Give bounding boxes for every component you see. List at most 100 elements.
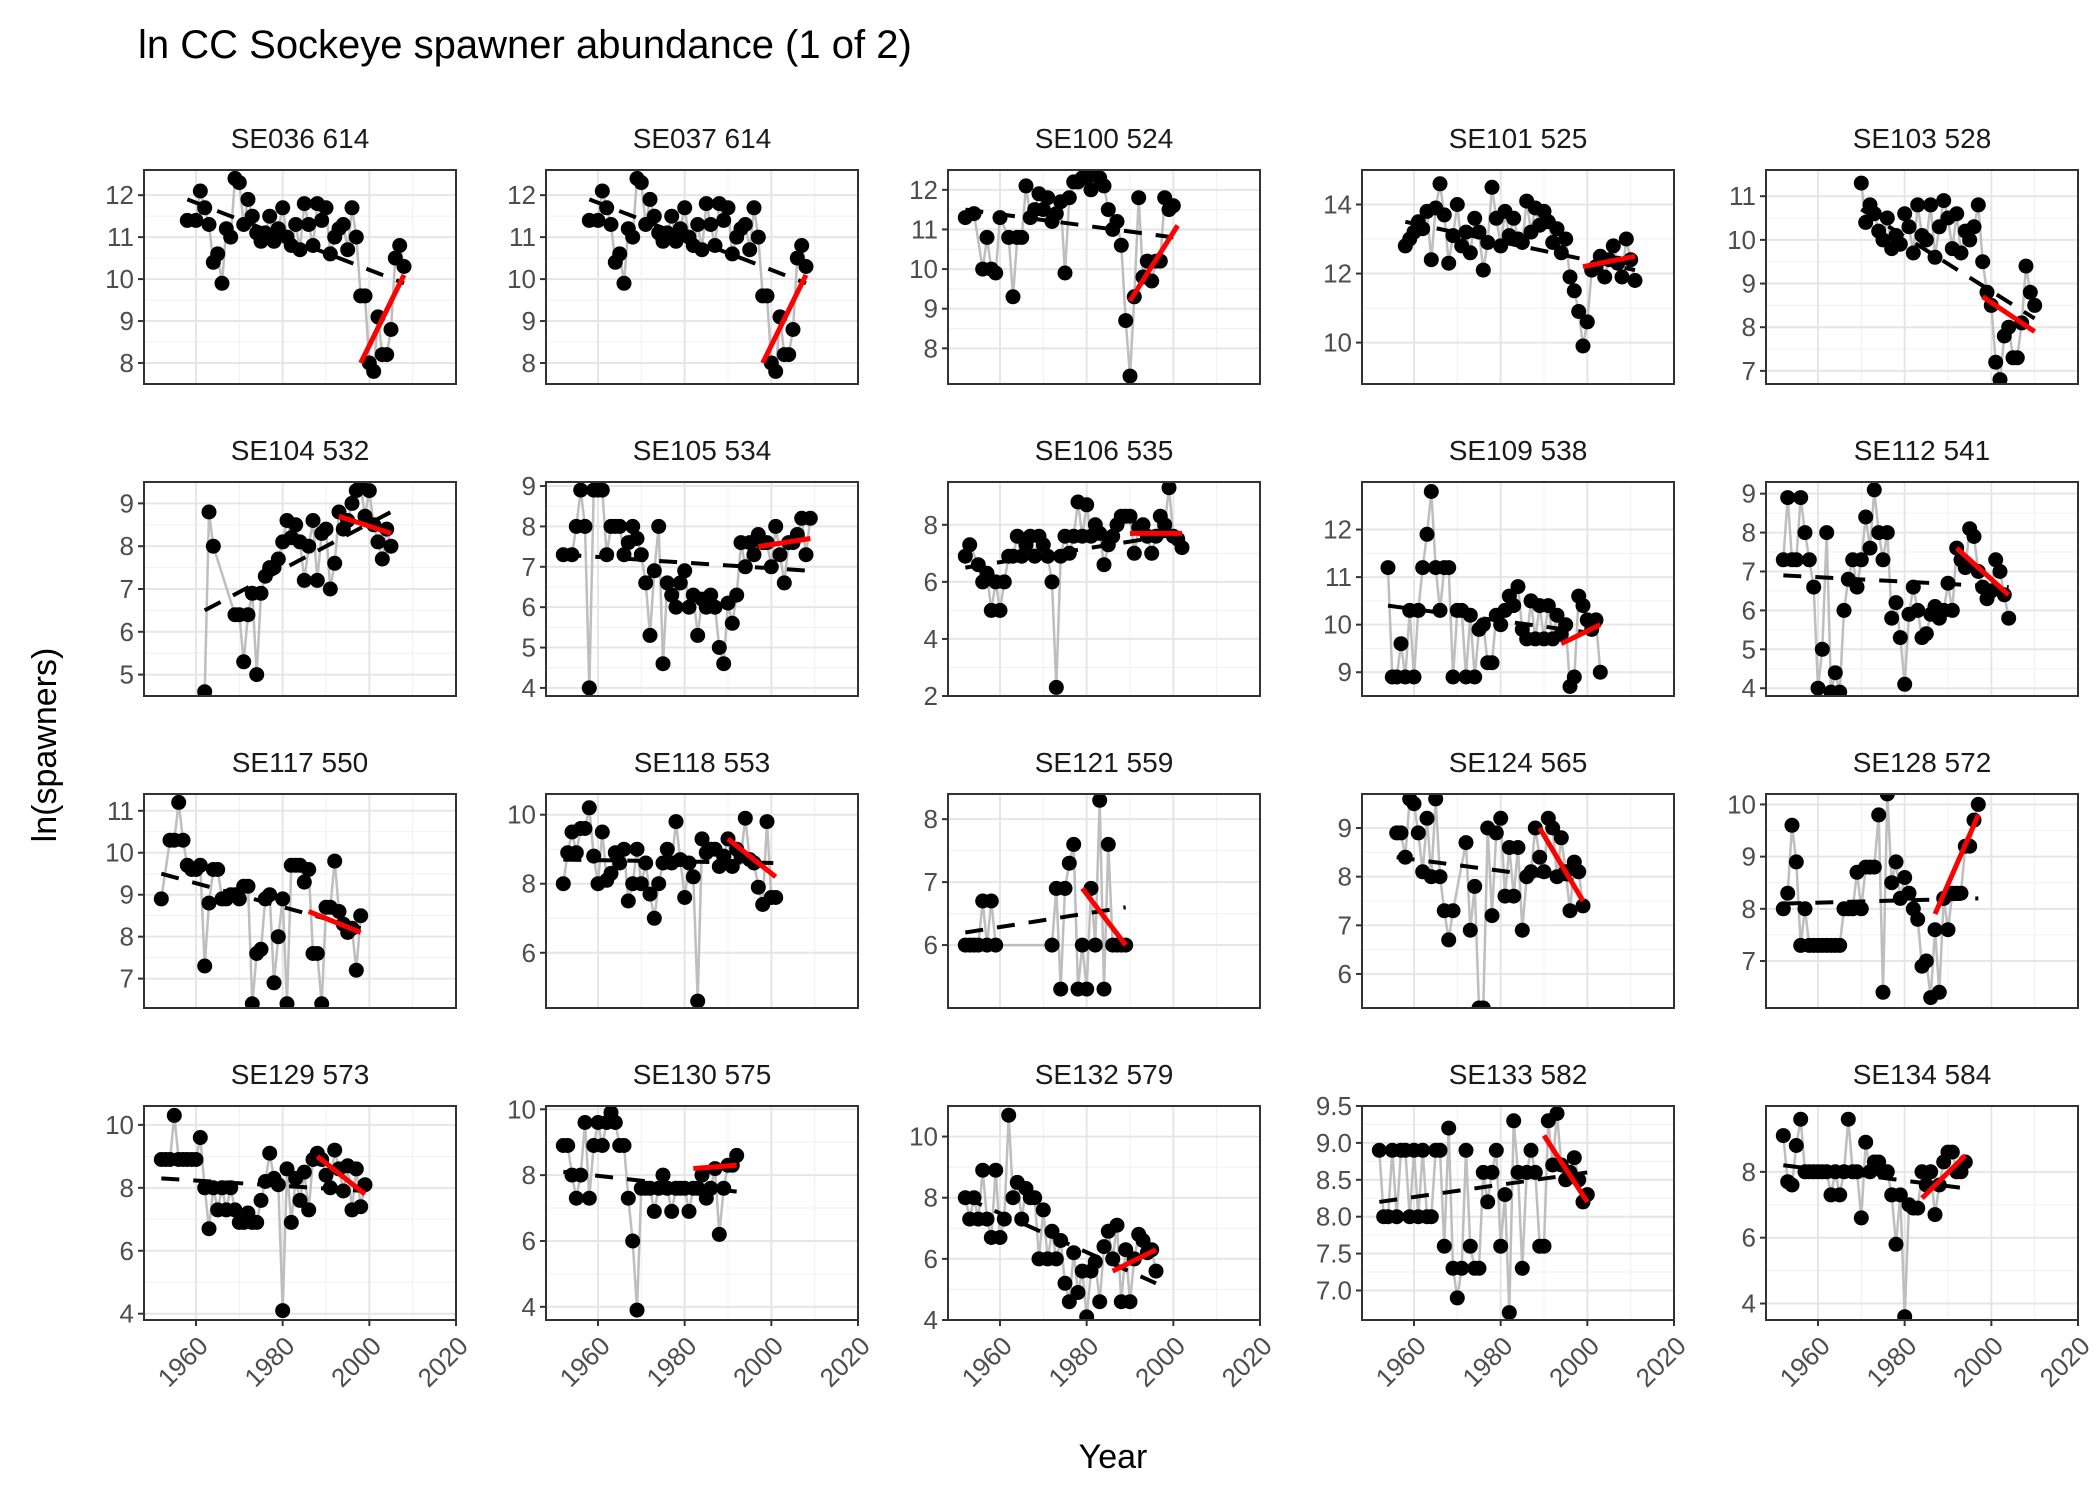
x-tick-label: 2020 — [2034, 1331, 2096, 1393]
data-point — [1905, 579, 1921, 595]
data-point — [1892, 236, 1908, 252]
data-point — [668, 814, 684, 830]
panel-strip-label: SE112 541 — [1854, 435, 1991, 466]
data-point — [1875, 984, 1891, 1000]
data-point — [201, 895, 217, 911]
data-point — [1923, 197, 1939, 213]
panel-strip-label: SE117 550 — [232, 747, 369, 778]
data-point — [1514, 922, 1530, 938]
data-point — [327, 853, 343, 869]
data-point — [737, 810, 753, 826]
recent-trend-line — [1127, 224, 1180, 303]
panel-border — [947, 169, 1261, 385]
data-point — [681, 1203, 697, 1219]
data-point — [292, 242, 308, 258]
data-point — [1953, 245, 1969, 261]
data-point — [668, 233, 684, 249]
data-point — [703, 1180, 719, 1196]
y-tick-label: 9 — [1742, 269, 1756, 299]
x-tick-label: 2020 — [814, 1331, 876, 1393]
data-point — [1892, 630, 1908, 646]
data-point — [335, 217, 351, 232]
y-tick-label: 11 — [1325, 562, 1352, 592]
x-tick-label: 1980 — [238, 1331, 300, 1393]
y-tick-label: 8 — [924, 804, 938, 834]
data-point — [197, 958, 213, 974]
data-point — [655, 1167, 671, 1183]
data-point — [768, 363, 784, 379]
data-point — [301, 862, 317, 877]
data-point — [192, 857, 208, 873]
y-tick-label: 5 — [522, 633, 536, 663]
data-point — [253, 941, 269, 957]
panel-data-area — [1397, 176, 1643, 354]
data-point — [1597, 269, 1613, 285]
data-point — [1983, 583, 1999, 599]
y-tick-label: 4 — [522, 1292, 536, 1322]
y-tick-label: 7 — [522, 552, 536, 582]
panel-data-area — [581, 170, 814, 379]
data-point — [1793, 490, 1809, 506]
panel-border — [1765, 793, 2079, 1009]
data-point — [992, 1230, 1008, 1245]
x-tick-label: 2020 — [1216, 1331, 1278, 1393]
data-point — [240, 191, 256, 207]
data-point — [677, 890, 693, 905]
y-tick-label: 2 — [924, 681, 938, 711]
y-tick-label: 6 — [1338, 959, 1352, 989]
facet-panel: SE101 525 10 12 14 — [1323, 123, 1675, 385]
panel-strip-label: SE103 528 — [1853, 123, 1992, 154]
data-point — [1484, 1164, 1500, 1180]
data-point — [1458, 1142, 1474, 1158]
series-connector-line — [1396, 795, 1585, 1008]
recent-trend-line — [1954, 546, 2011, 597]
data-point — [1879, 525, 1895, 541]
y-tick-label: 9 — [522, 471, 536, 501]
data-point — [1497, 1187, 1513, 1203]
data-point — [266, 975, 282, 991]
data-point — [1575, 898, 1591, 914]
data-point — [296, 572, 312, 588]
data-point — [305, 238, 321, 253]
data-point — [716, 656, 732, 672]
data-point — [1100, 836, 1116, 852]
long-term-trend-line — [203, 510, 392, 613]
data-point — [1549, 221, 1565, 237]
y-tick-label: 12 — [909, 175, 938, 205]
data-point — [568, 845, 584, 861]
data-point — [638, 855, 654, 871]
y-tick-label: 9 — [1742, 842, 1756, 872]
data-point — [1061, 855, 1077, 871]
data-point — [581, 800, 597, 816]
data-point — [1879, 210, 1895, 226]
facet-panel: SE118 553 6 8 10 — [507, 747, 859, 1009]
data-point — [776, 575, 792, 591]
data-point — [988, 937, 1004, 953]
facet-panel: SE128 572 7 8 9 10 — [1727, 747, 2079, 1009]
data-point — [1992, 372, 2008, 384]
y-tick-label: 9 — [924, 294, 938, 324]
data-point — [1035, 537, 1051, 553]
data-point — [227, 1202, 243, 1218]
data-point — [1092, 525, 1108, 541]
recent-trend-line — [1537, 826, 1586, 903]
data-point — [1105, 1251, 1121, 1267]
data-point — [1144, 545, 1160, 561]
data-point — [1027, 548, 1043, 564]
data-point — [1949, 206, 1965, 222]
facet-panel: SE130 575 4 6 8 10 1960 1980 2000 2020 — [507, 1059, 876, 1393]
data-point — [1135, 517, 1151, 533]
data-point — [1061, 545, 1077, 561]
y-tick-label: 8 — [1338, 862, 1352, 892]
data-point — [1462, 245, 1478, 261]
data-point — [1501, 1305, 1517, 1320]
data-point — [1975, 254, 1991, 270]
y-tick-label: 7 — [1742, 556, 1756, 586]
data-point — [1810, 680, 1826, 696]
data-point — [711, 1226, 727, 1242]
data-point — [1467, 669, 1483, 685]
data-point — [1014, 548, 1030, 564]
y-tick-label: 11 — [107, 222, 134, 252]
data-point — [197, 684, 213, 696]
